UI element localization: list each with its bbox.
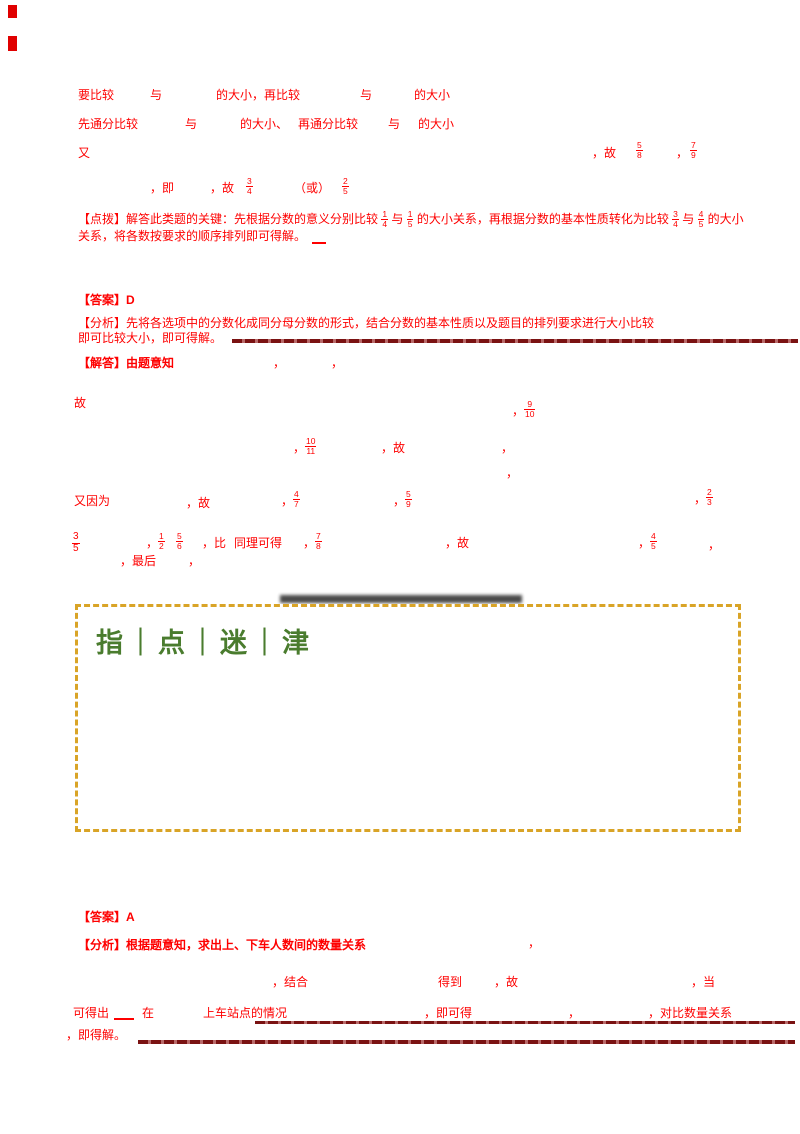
red-underline (114, 1018, 134, 1020)
text-snippet: 的大小、 (240, 117, 289, 131)
text-snippet: ，故 (592, 146, 617, 160)
text-snippet: ，故 (210, 181, 235, 195)
text-snippet: 关系，将各数按要求的顺序排列即可得解。 (78, 229, 307, 243)
text-snippet: ， (694, 492, 707, 506)
text-snippet: 的大小 (418, 117, 455, 131)
text-snippet: ， (273, 356, 286, 370)
text-snippet: 与 (360, 88, 373, 102)
text-snippet: 与 (388, 211, 407, 226)
text-snippet: 【答案】A (78, 910, 135, 924)
text-snippet: ， (293, 441, 306, 455)
text-snippet: 同理可得 (234, 536, 283, 550)
text-snippet: 与 (150, 88, 163, 102)
text-snippet: 故 (74, 396, 87, 410)
text-snippet: 【解答】由题意知 (78, 356, 175, 370)
text-snippet: ， (676, 146, 689, 160)
red-speck (8, 5, 17, 18)
text-snippet: 又因为 (74, 494, 111, 508)
text-snippet: ， (501, 441, 514, 455)
text-snippet: ， (331, 356, 344, 370)
guide-box: 指｜点｜迷｜津 (75, 604, 741, 832)
text-snippet: ，故 (494, 975, 519, 989)
text-snippet: ，当 (691, 975, 716, 989)
text-snippet: 【点拨】解答此类题的关键：先根据分数的意义分别比较 (78, 211, 382, 226)
text-snippet: ，即可得 (424, 1006, 473, 1020)
text-snippet: 得到 (438, 975, 463, 989)
text-line: 【分析】先将各选项中的分数化成同分母分数的形式，结合分数的基本性质以及题目的排列… (78, 316, 654, 331)
text-snippet: 先通分比较 (78, 117, 139, 131)
text-snippet: ， (708, 538, 721, 552)
text-snippet: 【答案】D (78, 293, 135, 307)
fraction: 9 10 (524, 399, 536, 419)
text-snippet: （或） (294, 181, 331, 195)
dark-underline (232, 339, 798, 343)
text-snippet: 的大小关系，再根据分数的基本性质转化为比较 (413, 211, 673, 226)
text-snippet: ， (638, 536, 651, 550)
text-snippet: 要比较 (78, 88, 115, 102)
text-snippet: 与 (678, 211, 698, 226)
text-snippet: 【分析】根据题意知，求出上、下车人数间的数量关系 (78, 938, 367, 952)
text-snippet: ，比 (202, 536, 227, 550)
text-snippet: ， (528, 936, 541, 950)
guide-box-title: 指｜点｜迷｜津 (82, 613, 327, 668)
text-snippet: ，最后 (120, 554, 157, 568)
text-snippet: 与 (388, 117, 401, 131)
text-snippet: 上车站点的情况 (203, 1006, 288, 1020)
text-snippet: ，故 (186, 496, 211, 510)
text-snippet: 可得出 (73, 1006, 110, 1020)
text-snippet: 【分析】先将各选项中的分数化成同分母分数的形式，结合分数的基本性质以及题目的排列… (78, 316, 655, 330)
text-snippet: ，故 (381, 441, 406, 455)
text-snippet: ，结合 (272, 975, 309, 989)
text-snippet: ，即得解。 (66, 1028, 127, 1042)
text-snippet: ， (506, 466, 519, 480)
red-speck (8, 36, 17, 51)
dark-underline (255, 1021, 795, 1024)
fraction: 10 11 (305, 436, 317, 456)
text-snippet: 的大小 (414, 88, 451, 102)
text-snippet: ，故 (445, 536, 470, 550)
text-snippet: 在 (142, 1006, 155, 1020)
text-snippet: ， (188, 554, 201, 568)
text-snippet: ， (281, 494, 294, 508)
text-snippet: 与 (185, 117, 198, 131)
text-snippet: 即可比较大小，即可得解。 (78, 331, 223, 345)
text-snippet: 再通分比较 (298, 117, 359, 131)
red-underline (312, 242, 326, 244)
text-snippet: ， (393, 494, 406, 508)
text-snippet: ， (303, 536, 316, 550)
text-snippet: ， (568, 1006, 581, 1020)
text-snippet: 的大小 (704, 211, 744, 226)
text-snippet: ， (146, 536, 159, 550)
text-snippet: 的大小，再比较 (216, 88, 301, 102)
dark-smudge (280, 595, 522, 603)
text-snippet: ， (512, 404, 525, 418)
dark-underline (138, 1040, 795, 1044)
text-snippet: ，即 (150, 181, 175, 195)
text-snippet: 又 (78, 146, 91, 160)
text-snippet: ，对比数量关系 (648, 1006, 733, 1020)
